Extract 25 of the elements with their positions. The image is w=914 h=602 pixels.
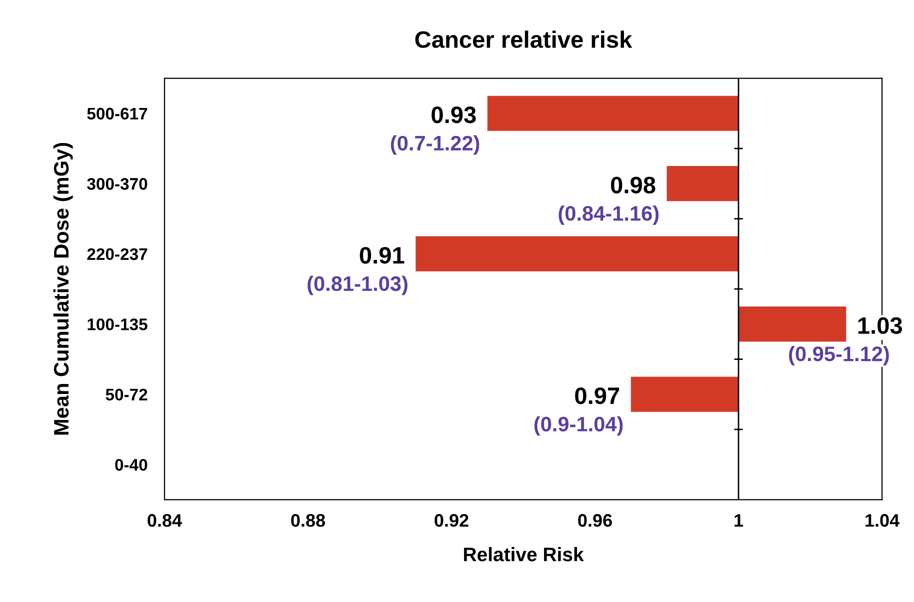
annotation: (0.84-1.16) <box>558 206 659 225</box>
data-label: 0.91 <box>360 246 404 264</box>
y-tick-label: 100-135 <box>88 318 148 330</box>
annotation: (0.81-1.03) <box>308 276 408 296</box>
data-label: 0.93 <box>432 106 476 124</box>
x-tick-label: 0.88 <box>291 514 326 527</box>
annotation: (0.9-1.04) <box>534 416 623 436</box>
data-label: 0.97 <box>575 387 620 404</box>
x-tick-label: 1.04 <box>866 514 900 527</box>
data-label: 1.03 <box>858 317 902 334</box>
y-tick-label: 500-617 <box>87 108 148 120</box>
y-tick-label: 0-40 <box>115 458 148 471</box>
x-tick-label: 0.92 <box>434 514 468 527</box>
x-tick-label: 1 <box>734 514 744 527</box>
annotation: (0.95-1.12) <box>789 346 889 366</box>
data-label: 0.98 <box>610 176 656 194</box>
annotation: (0.7-1.22) <box>390 135 480 155</box>
y-tick-label: 50-72 <box>106 388 148 401</box>
x-tick-label: 0.96 <box>578 514 612 527</box>
x-tick-label: 0.84 <box>148 514 182 527</box>
y-tick-label: 220-237 <box>87 248 148 260</box>
x-axis-title: Relative Risk <box>464 547 584 562</box>
chart-title: Cancer relative risk <box>415 30 632 48</box>
y-tick-label: 300-370 <box>87 178 148 190</box>
y-axis-title: Mean Cumulative Dose (mGy) <box>53 142 73 435</box>
